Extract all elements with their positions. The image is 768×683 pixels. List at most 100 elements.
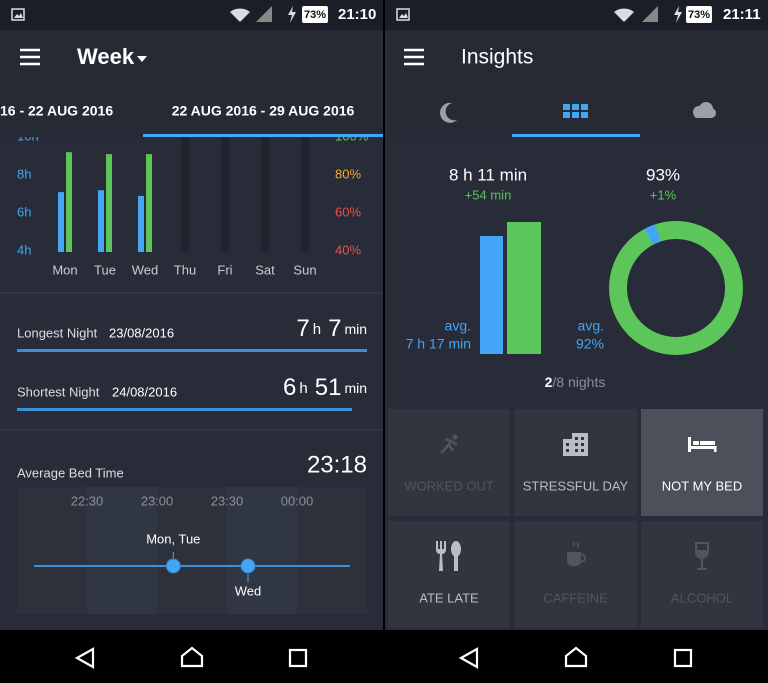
x-tick-label: 23:00: [141, 493, 174, 508]
stat-label: Shortest Night: [17, 384, 100, 399]
minutes: 51: [315, 374, 342, 401]
stat-value: 7 h 7 min: [296, 315, 367, 342]
caffeine-icon: [567, 541, 586, 566]
battery-text: 73%: [688, 9, 710, 21]
bedtime-label: Average Bed Time: [17, 465, 124, 480]
minutes-unit: min: [344, 321, 367, 337]
tag-tile[interactable]: [388, 521, 510, 628]
y2-tick-label: 80%: [335, 166, 361, 181]
progress-line: [17, 408, 352, 411]
tag-label: ALCOHOL: [671, 590, 733, 605]
screen-separator: [383, 0, 385, 683]
timeline-box: [17, 487, 367, 614]
nav-buttons[interactable]: [74, 646, 693, 669]
x-tick-label: 00:00: [281, 493, 314, 508]
tab-indicator: [143, 134, 383, 137]
screen-title[interactable]: Week: [77, 44, 135, 69]
tab[interactable]: 16 - 22 AUG 2016: [0, 103, 113, 119]
night-tab[interactable]: [440, 102, 457, 123]
x-tick-label: Thu: [174, 262, 196, 277]
bedtime-dot-label: Wed: [235, 583, 262, 598]
minutes-unit: min: [344, 380, 367, 396]
y-tick-label: 4h: [17, 242, 31, 257]
insights-tab[interactable]: [563, 104, 588, 118]
x-tick-label: Fri: [217, 262, 232, 277]
x-tick-label: Wed: [132, 262, 159, 277]
stat-date: 24/08/2016: [112, 384, 177, 399]
empty-bar: [181, 137, 189, 252]
timeline-band: [227, 487, 297, 614]
empty-bar: [221, 137, 229, 252]
nights-count: 2: [545, 374, 553, 390]
duration-bar: [507, 222, 541, 354]
hours-unit: h: [313, 321, 321, 338]
bar: [66, 152, 72, 252]
clock: 21:10: [338, 6, 376, 23]
avg-label: avg.: [445, 318, 471, 334]
timeline: 22:30 23:00 23:30 00:00 Mon, Tue Wed: [34, 487, 350, 614]
dropdown-arrow[interactable]: [137, 56, 147, 62]
y-tick-label: 10h: [17, 128, 39, 143]
duration-value: 8 h 11 min: [449, 165, 527, 184]
bar: [106, 154, 112, 252]
nights: 2/8 nights: [545, 374, 606, 390]
quality-gap: [644, 224, 662, 245]
tag-tile[interactable]: [388, 409, 510, 516]
bedtime-dot-label: Mon, Tue: [146, 531, 200, 546]
empty-bar: [261, 137, 269, 252]
tag-label: ATE LATE: [419, 590, 479, 605]
bedtime-dot: [165, 558, 181, 574]
tab[interactable]: 22 AUG 2016 - 29 AUG 2016: [172, 103, 355, 119]
tag-tile[interactable]: [514, 409, 637, 516]
bedtime-value: 23:18: [307, 451, 367, 478]
y2-tick-label: 100%: [335, 128, 369, 143]
tag-tile[interactable]: [641, 521, 763, 628]
bar: [146, 154, 152, 252]
tag-grid: WORKED OUT STRESSFUL DAY NOT MY BED ATE LAT…: [388, 409, 763, 628]
tag-label: NOT MY BED: [662, 478, 742, 493]
x-tick-label: 22:30: [71, 493, 104, 508]
app-bar: [385, 30, 768, 137]
worked-out-icon: [440, 434, 458, 454]
avg-label: avg.: [578, 318, 604, 334]
tag-label: WORKED OUT: [404, 478, 494, 493]
menu-button[interactable]: [20, 48, 40, 66]
chart: 10h 8h 6h 4h 100% 80% 60% 40% Mon Tue Wed Thu Fri Sat…: [17, 128, 369, 277]
nights-total: /8 nights: [552, 374, 605, 390]
tab-indicator: [512, 134, 640, 137]
empty-bar: [301, 137, 309, 252]
menu-button[interactable]: [404, 48, 424, 66]
alcohol-icon: [695, 542, 709, 570]
duration-change: +54 min: [465, 187, 512, 202]
y2-tick-label: 40%: [335, 242, 361, 257]
avg-duration-bar: [480, 236, 503, 354]
battery-text: 73%: [304, 9, 326, 21]
hours-unit: h: [299, 380, 307, 397]
y-tick-label: 6h: [17, 204, 31, 219]
bar: [138, 195, 144, 252]
quality-ring: [609, 221, 743, 355]
quality-change: +1%: [650, 187, 677, 202]
ate-late-icon: [436, 541, 461, 571]
hours: 7: [296, 315, 309, 342]
bedtime-dot: [240, 558, 256, 574]
quality-value: 93%: [646, 165, 680, 184]
x-tick-label: Tue: [94, 262, 116, 277]
x-tick-label: Sun: [293, 262, 316, 277]
progress-line: [17, 349, 367, 352]
y2-tick-label: 60%: [335, 204, 361, 219]
bar: [98, 190, 104, 252]
stat-label: Longest Night: [17, 325, 98, 340]
bar: [58, 192, 64, 252]
weather-tab[interactable]: [693, 102, 716, 118]
stat-date: 23/08/2016: [109, 325, 174, 340]
tag-tile[interactable]: [514, 521, 637, 628]
tag-tile[interactable]: [641, 409, 763, 516]
x-tick-label: Mon: [52, 262, 77, 277]
avg-quality: 92%: [576, 336, 604, 352]
y-tick-label: 8h: [17, 166, 31, 181]
x-tick-label: 23:30: [211, 493, 244, 508]
avg-duration: 7 h 17 min: [406, 336, 471, 352]
status-icons: [11, 6, 712, 23]
